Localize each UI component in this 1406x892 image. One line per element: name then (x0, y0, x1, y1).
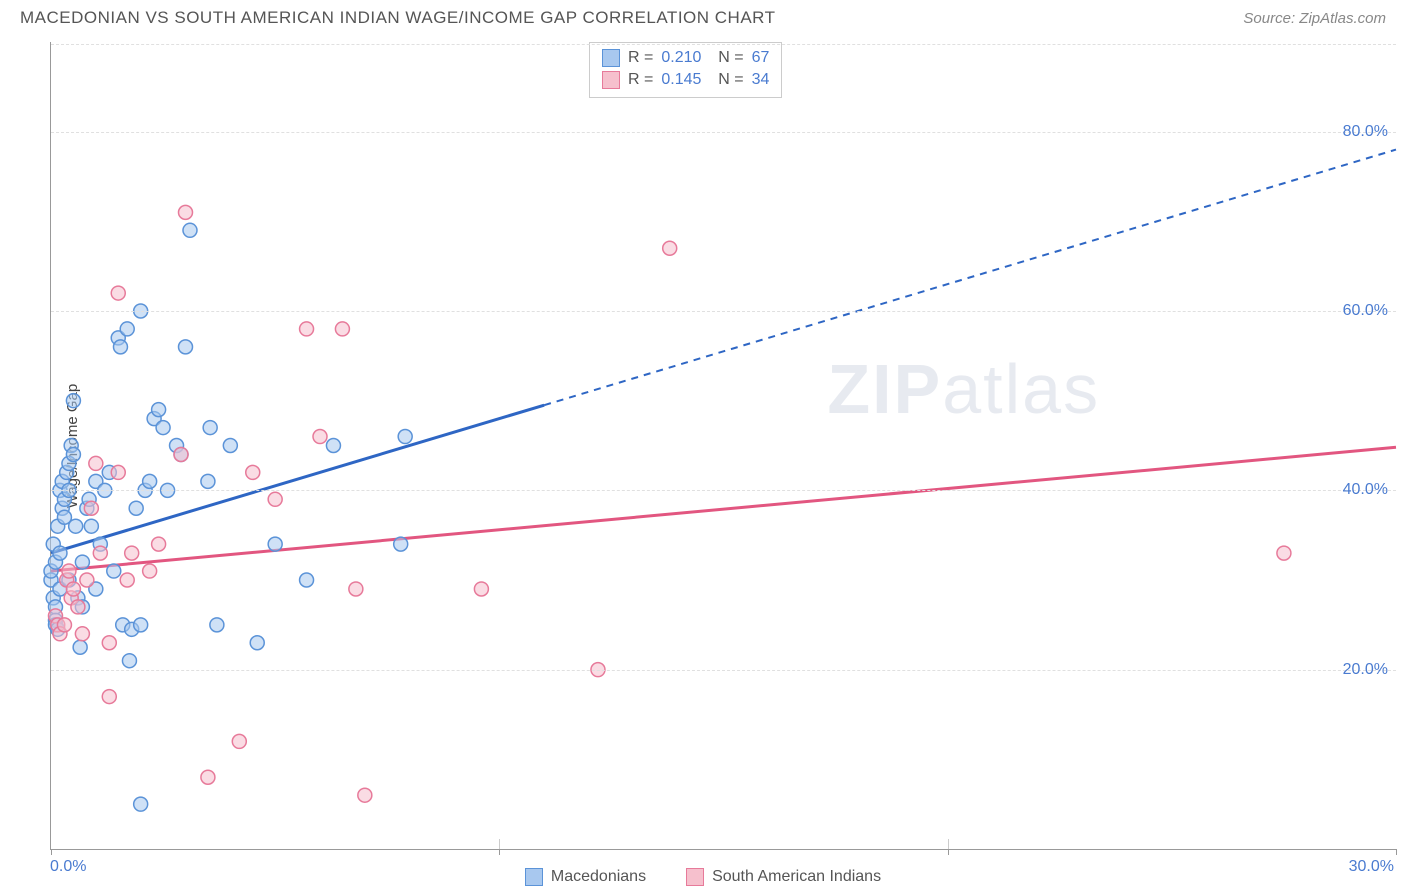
x-axis-min-label: 0.0% (50, 858, 86, 876)
legend: Macedonians South American Indians (0, 868, 1406, 886)
legend-swatch-1 (686, 868, 704, 886)
legend-swatch-0 (525, 868, 543, 886)
legend-item-1: South American Indians (686, 868, 881, 886)
x-axis-max-label: 30.0% (1349, 858, 1394, 876)
source-attribution: Source: ZipAtlas.com (1243, 10, 1386, 27)
legend-item-0: Macedonians (525, 868, 646, 886)
stat-row-series-1: R = 0.145 N = 34 (602, 69, 769, 91)
swatch-series-1 (602, 71, 620, 89)
correlation-stats-box: R = 0.210 N = 67 R = 0.145 N = 34 (589, 42, 782, 98)
chart-title: MACEDONIAN VS SOUTH AMERICAN INDIAN WAGE… (20, 8, 776, 28)
scatter-plot-svg (51, 42, 1396, 849)
stat-row-series-0: R = 0.210 N = 67 (602, 47, 769, 69)
swatch-series-0 (602, 49, 620, 67)
chart-plot-area: R = 0.210 N = 67 R = 0.145 N = 34 ZIPatl… (50, 42, 1396, 850)
